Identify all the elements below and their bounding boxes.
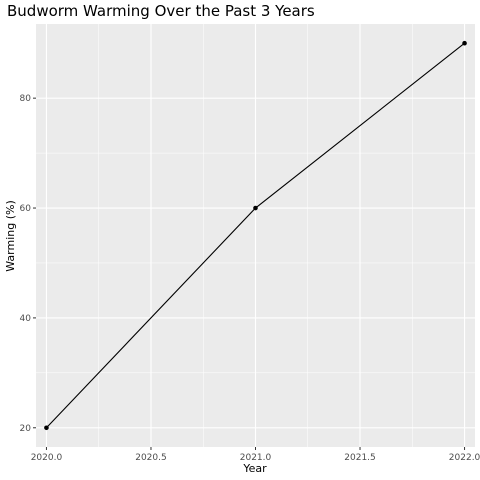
data-point — [462, 40, 467, 46]
data-point — [44, 425, 49, 431]
x-tick-label: 2020.0 — [31, 453, 63, 463]
chart-title: Budworm Warming Over the Past 3 Years — [7, 2, 315, 20]
x-tick-label: 2021.0 — [240, 453, 272, 463]
y-axis-title: Warming (%) — [4, 200, 17, 272]
x-tick-label: 2022.0 — [449, 453, 480, 463]
y-tick-label: 80 — [20, 94, 32, 104]
y-axis: 20 40 60 80 — [20, 94, 36, 434]
x-axis-title: Year — [242, 462, 267, 475]
x-tick-label: 2020.5 — [135, 453, 167, 463]
y-tick-label: 20 — [20, 424, 32, 434]
y-tick-label: 40 — [20, 314, 32, 324]
series-layer — [44, 40, 467, 431]
y-tick-label: 60 — [20, 204, 32, 214]
x-axis: 2020.0 2020.5 2021.0 2021.5 2022.0 — [31, 447, 480, 463]
data-point — [253, 205, 258, 211]
x-tick-label: 2021.5 — [344, 453, 376, 463]
